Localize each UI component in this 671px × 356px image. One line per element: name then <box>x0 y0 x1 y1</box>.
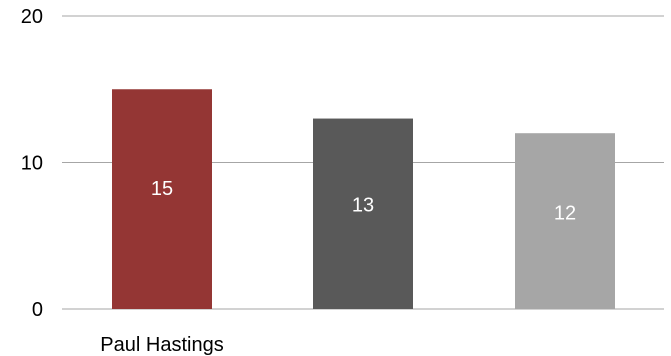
bars <box>112 89 615 309</box>
data-label: 13 <box>352 194 374 216</box>
y-axis-tick-labels: 0 10 20 <box>21 6 43 321</box>
bar <box>313 118 413 309</box>
data-label: 15 <box>151 178 173 200</box>
category-label: Paul Hastings <box>100 334 223 356</box>
y-tick-label: 0 <box>32 299 43 321</box>
data-labels: 15 13 12 <box>151 178 576 224</box>
bar <box>515 133 615 309</box>
y-tick-label: 10 <box>21 153 43 175</box>
category-labels: Paul Hastings <box>100 334 223 356</box>
data-label: 12 <box>554 202 576 224</box>
y-tick-label: 20 <box>21 6 43 28</box>
bar <box>112 89 212 309</box>
